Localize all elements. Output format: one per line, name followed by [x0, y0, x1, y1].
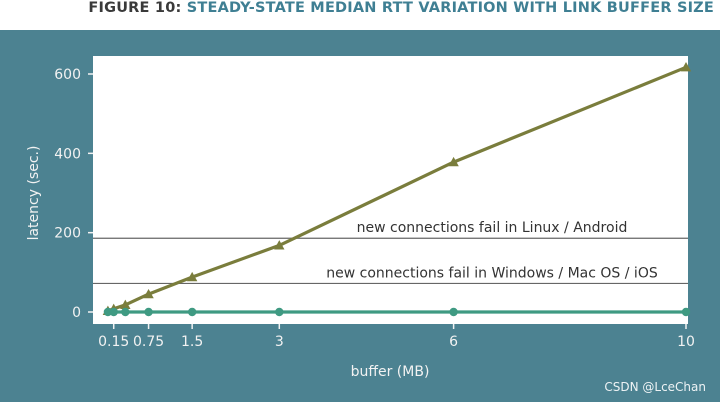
data-point-triangle [448, 156, 459, 167]
chart: new connections fail in Linux / Android n… [26, 56, 695, 380]
data-point-triangle [186, 271, 198, 282]
data-point-circle [449, 307, 458, 317]
data-point-triangle [680, 62, 692, 72]
data-point-circle [681, 307, 691, 317]
x-tick-label: 3 [275, 334, 284, 350]
figure-title: FIGURE 10: STEADY-STATE MEDIAN RTT VARIA… [88, 0, 714, 16]
x-tick-label: 10 [677, 334, 695, 350]
threshold-label: new connections fail in Linux / Android [357, 220, 628, 236]
y-tick-label: 200 [54, 226, 81, 242]
data-point-circle [103, 307, 113, 317]
data-point-triangle [274, 240, 285, 250]
figure-label: FIGURE 10: [88, 0, 182, 16]
data-point-circle [121, 307, 130, 317]
x-tick-label: 0.15 [98, 334, 129, 350]
y-tick-label: 400 [54, 146, 81, 162]
watermark: CSDN @LceChan [604, 380, 706, 394]
threshold-label: new connections fail in Windows / Mac OS… [326, 265, 658, 281]
data-point-circle [187, 307, 197, 317]
data-point-triangle [143, 288, 154, 299]
data-point-triangle [120, 299, 131, 310]
title-bar: FIGURE 10: STEADY-STATE MEDIAN RTT VARIA… [0, 0, 720, 30]
data-point-circle [144, 307, 153, 317]
y-tick-label: 0 [72, 305, 81, 321]
y-axis-label: latency (sec.) [26, 146, 42, 241]
x-tick-label: 0.75 [133, 334, 164, 350]
data-point-circle [275, 307, 284, 317]
x-axis-label: buffer (MB) [351, 364, 430, 380]
y-tick-label: 600 [54, 67, 81, 83]
figure-title-text: STEADY-STATE MEDIAN RTT VARIATION WITH L… [186, 0, 714, 16]
x-tick-label: 6 [449, 334, 458, 350]
x-tick-label: 1.5 [181, 334, 203, 350]
data-point-circle [109, 307, 118, 317]
